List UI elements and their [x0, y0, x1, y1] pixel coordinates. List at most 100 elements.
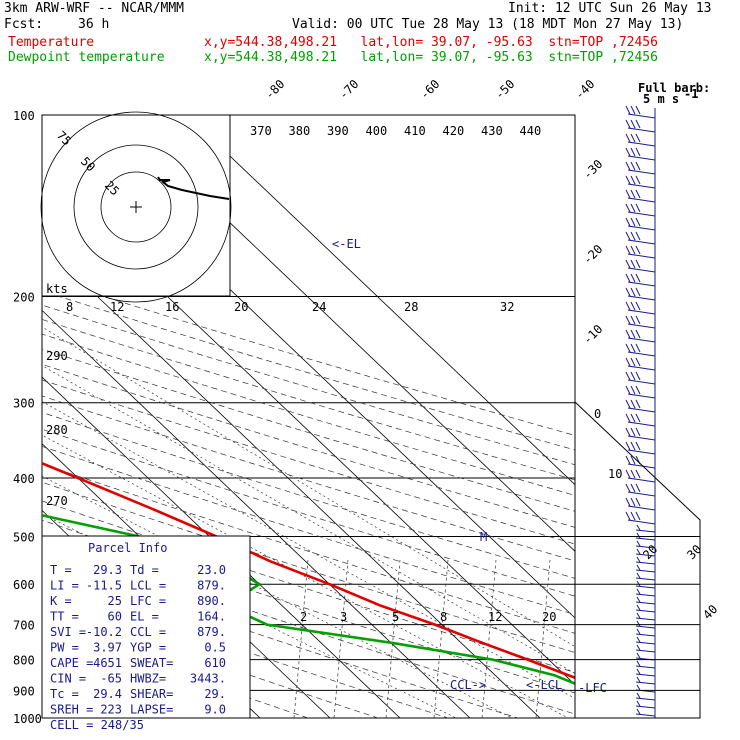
wind-barb: [635, 660, 656, 669]
dry-adiabat-440: [42, 290, 575, 451]
isotherm-label-30: 30: [684, 542, 704, 562]
wind-barb: [635, 636, 656, 645]
wind-barb: [625, 371, 656, 385]
parcel-label: Td =: [130, 563, 159, 577]
forecast-label: Fcst:: [4, 17, 44, 32]
dry-adiabat-430: [42, 304, 575, 466]
dry-adiabat-400: [42, 348, 575, 512]
moist-adiabat-26: [42, 365, 575, 674]
parcel-value: 164.: [197, 610, 226, 624]
mixing-ratio-line-12: [481, 559, 497, 718]
wind-barb: [625, 217, 656, 231]
isotherm-label--70: -70: [336, 77, 361, 102]
parcel-label: Tc =: [50, 687, 79, 701]
right-frame-edge: [574, 401, 701, 719]
wind-barb: [635, 668, 656, 677]
parcel-value: 890.: [197, 594, 226, 608]
isotherm-label--10: -10: [580, 322, 605, 347]
isotherm-label-0: 0: [594, 407, 601, 421]
wind-barb: [625, 427, 656, 441]
legend-dewpoint-location: x,y=544.38,498.21 lat,lon= 39.07, -95.63…: [204, 50, 658, 65]
wind-barb: [625, 399, 656, 413]
pressure-label-500: 500: [13, 530, 35, 544]
mixing-ratio-label-20: 20: [542, 610, 556, 624]
theta-label-400: 400: [366, 124, 388, 138]
wind-barb: [625, 315, 656, 329]
wind-barb: [625, 203, 656, 217]
parcel-value: 0.5: [204, 641, 226, 655]
wind-barb: [625, 161, 656, 175]
isotherm-label--30: -30: [580, 157, 605, 182]
mixing-ratio-label-2: 2: [300, 610, 307, 624]
pressure-label-200: 200: [13, 291, 35, 305]
wind-barb: [635, 524, 656, 533]
parcel-value: 223: [100, 703, 122, 717]
parcel-label: PW =: [50, 641, 79, 655]
parcel-label: LI =: [50, 579, 79, 593]
speed-tick-8: 8: [66, 300, 73, 314]
wind-barb: [625, 273, 656, 287]
parcel-label: SVI =: [50, 625, 86, 639]
parcel-label: EL =: [130, 610, 159, 624]
mixing-ratio-label-5: 5: [392, 610, 399, 624]
parcel-cell: CELL = 248/35: [50, 718, 144, 732]
forecast-hour: 36 h: [78, 17, 110, 32]
wind-barb: [625, 343, 656, 357]
barb-legend-title: Full barb:: [638, 81, 710, 95]
wind-barb: [635, 580, 656, 589]
wind-barb: [635, 644, 656, 653]
valid-time: Valid: 00 UTC Tue 28 May 13 (18 MDT Mon …: [292, 17, 684, 32]
parcel-value: 3.97: [93, 641, 122, 655]
hodograph-units: kts: [46, 282, 68, 296]
wind-barb: [625, 385, 656, 399]
wind-barb: [635, 588, 656, 597]
wind-barb: [625, 147, 656, 161]
wind-barb: [635, 548, 656, 557]
wind-barb: [635, 708, 656, 717]
speed-tick-12: 12: [110, 300, 124, 314]
mixing-ratio-line-8: [433, 559, 449, 718]
mixing-ratio-label-3: 3: [340, 610, 347, 624]
dry-adiabat-290: [42, 539, 575, 715]
hodograph-ring-75: [40, 111, 232, 303]
lfc-marker: -LFC: [578, 681, 607, 695]
wind-barb: [635, 700, 656, 709]
parcel-info-box: Parcel Info T = 29.3 Td = 23.0 LI = -11.5 LCL =…: [41, 535, 251, 732]
wind-barb: [625, 511, 656, 525]
init-time: Init: 12 UTC Sun 26 May 13: [508, 1, 712, 16]
legend-temperature-name: Temperature: [8, 35, 95, 50]
speed-tick-28: 28: [404, 300, 418, 314]
parcel-value: 29.: [204, 687, 226, 701]
wind-barb: [635, 564, 656, 573]
parcel-value: 610: [204, 656, 226, 670]
pressure-label-700: 700: [13, 619, 35, 633]
dry-adiabat-420: [42, 319, 575, 481]
wind-barb: [635, 556, 656, 565]
parcel-label: YGP =: [130, 641, 166, 655]
moist-adiabat-14: [42, 434, 569, 718]
wind-barb: [625, 441, 656, 455]
wind-barb: [635, 604, 656, 613]
mixing-ratio-line-5: [385, 559, 401, 718]
parcel-value: 879.: [197, 579, 226, 593]
theta-label-380: 380: [289, 124, 311, 138]
theta-label-370: 370: [250, 124, 272, 138]
parcel-label: HWBZ=: [130, 672, 166, 686]
parcel-value: 4651: [93, 656, 122, 670]
speed-tick-16: 16: [165, 300, 179, 314]
wind-barb: [625, 455, 656, 469]
mixing-ratio-label-12: 12: [488, 610, 502, 624]
wind-barb: [625, 105, 656, 119]
mixing-ratio-line-2: [293, 559, 309, 718]
wind-barb: [635, 652, 656, 661]
isotherm--10: [42, 376, 401, 718]
theta-side-label-290: 290: [46, 349, 68, 363]
mixing-ratio-label-8: 8: [440, 610, 447, 624]
wind-barb: [625, 329, 656, 343]
wind-barb: [635, 612, 656, 621]
mixing-ratio-line-3: [333, 559, 349, 718]
isotherm-label--60: -60: [417, 77, 442, 102]
wind-barb: [635, 596, 656, 605]
isotherm-label--40: -40: [572, 77, 597, 102]
